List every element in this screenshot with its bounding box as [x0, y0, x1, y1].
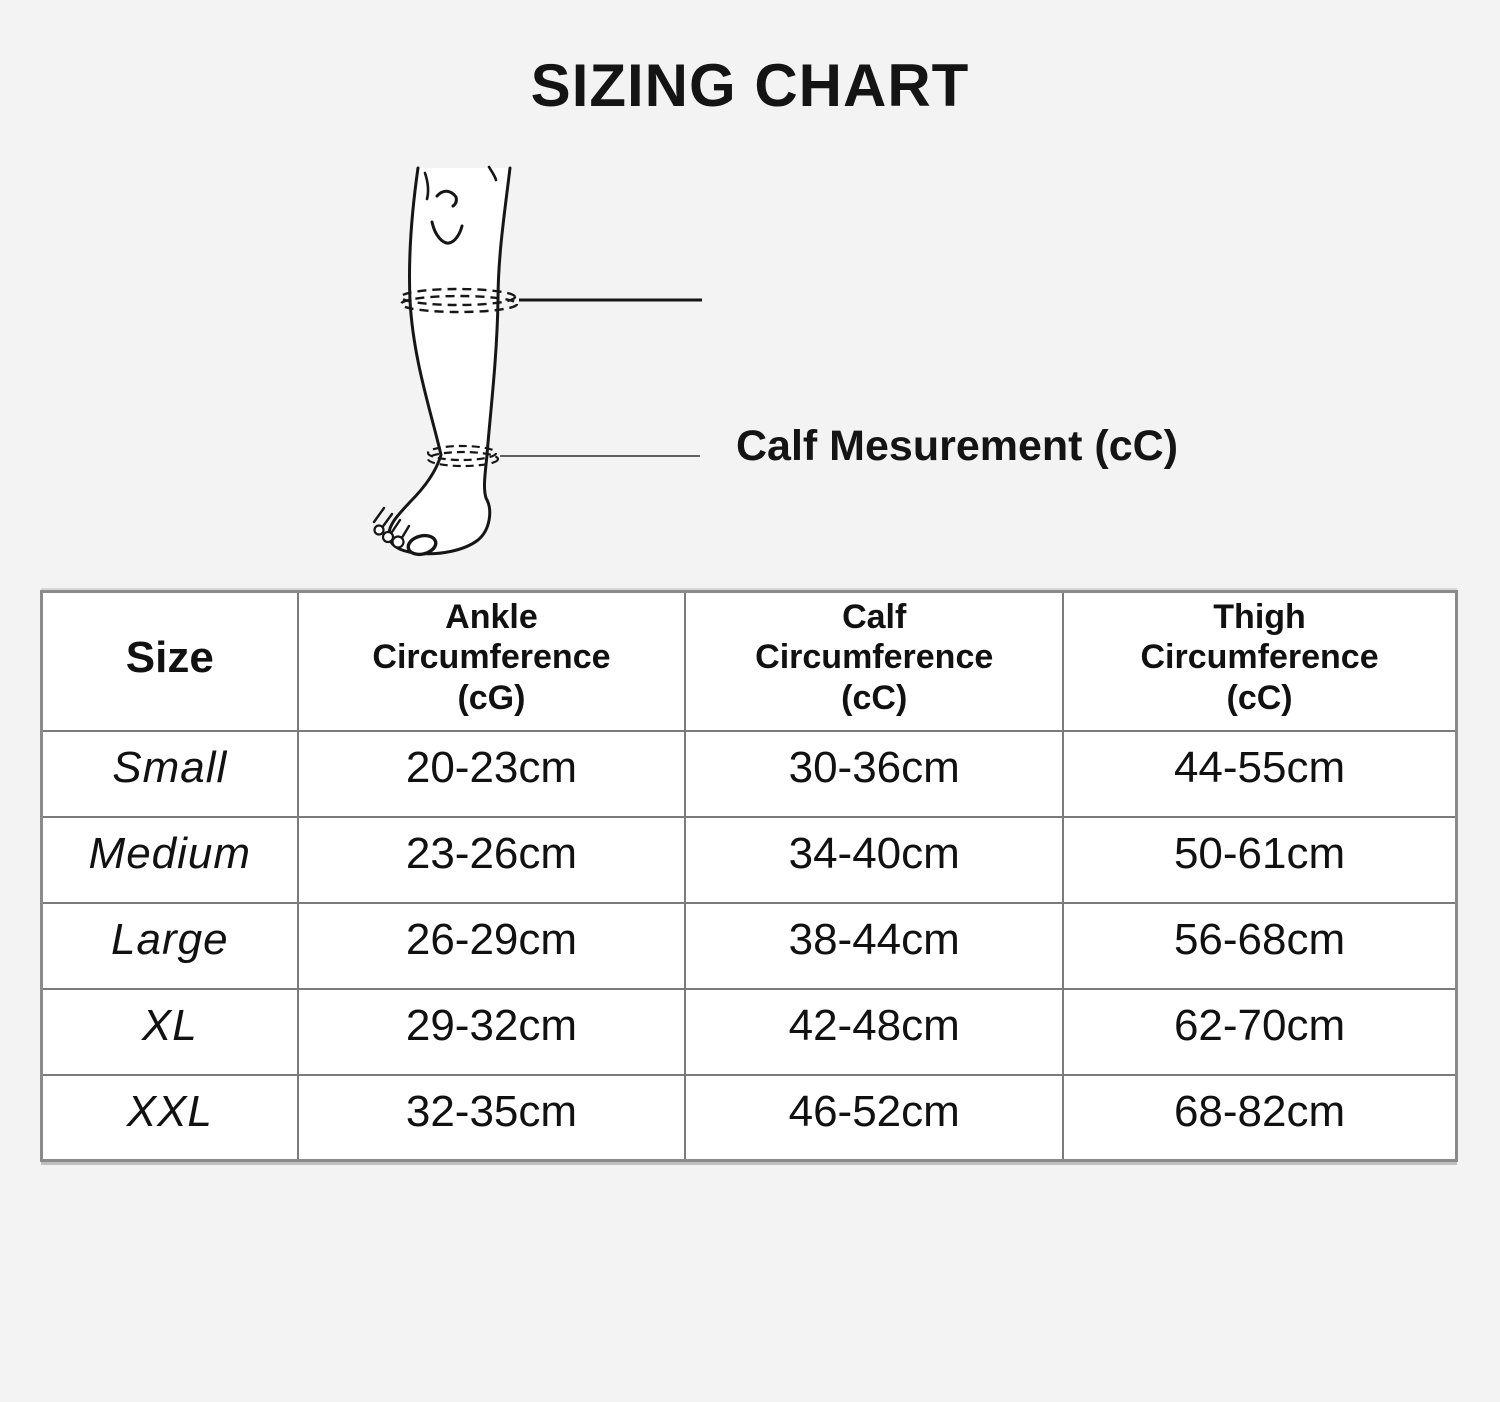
- calf-measurement-label: Calf Mesurement (cC): [736, 422, 1179, 470]
- cell-thigh: 68-82cm: [1062, 1073, 1458, 1162]
- sizing-table: Size Ankle Circumference (cG) Calf Circu…: [40, 590, 1458, 1162]
- table-row-xl: XL 29-32cm 42-48cm 62-70cm: [40, 987, 1458, 1076]
- table-row-large: Large 26-29cm 38-44cm 56-68cm: [40, 901, 1458, 990]
- cell-ankle: 29-32cm: [296, 987, 687, 1076]
- table-row-small: Small 20-23cm 30-36cm 44-55cm: [40, 729, 1458, 818]
- cell-thigh: 56-68cm: [1062, 901, 1458, 990]
- header-line: (cC): [1226, 679, 1293, 718]
- page-title: SIZING CHART: [530, 52, 970, 119]
- cell-ankle: 20-23cm: [296, 729, 687, 818]
- cell-size: XL: [40, 987, 299, 1076]
- table-header-row: Size Ankle Circumference (cG) Calf Circu…: [40, 590, 1458, 732]
- measurement-diagram: Calf Mesurement (cC) Ankle Mesurement (c…: [0, 150, 1500, 632]
- header-line: Calf: [842, 597, 907, 636]
- cell-size: Medium: [40, 815, 299, 904]
- cell-size: XXL: [40, 1073, 299, 1162]
- header-line: Ankle: [445, 597, 538, 636]
- leg-outline: [372, 165, 512, 557]
- calf-measure-line: [399, 287, 702, 314]
- header-calf-circumference: Calf Circumference (cC): [684, 590, 1065, 732]
- header-size-label: Size: [125, 632, 214, 682]
- cell-size: Small: [40, 729, 299, 818]
- header-ankle-circumference: Ankle Circumference (cG): [296, 590, 687, 732]
- cell-calf: 42-48cm: [684, 987, 1065, 1076]
- header-line: (cG): [457, 679, 526, 718]
- cell-ankle: 32-35cm: [296, 1073, 687, 1162]
- header-line: Thigh: [1213, 597, 1306, 636]
- table-row-xxl: XXL 32-35cm 46-52cm 68-82cm: [40, 1073, 1458, 1162]
- leg-diagram-icon: [372, 165, 702, 557]
- cell-thigh: 62-70cm: [1062, 987, 1458, 1076]
- header-line: Circumference: [755, 638, 994, 677]
- ankle-measure-line: [426, 444, 700, 468]
- cell-calf: 38-44cm: [684, 901, 1065, 990]
- header-size: Size: [40, 590, 299, 732]
- header-line: Circumference: [1140, 638, 1379, 677]
- header-thigh-circumference: Thigh Circumference (cC): [1062, 590, 1458, 732]
- header-line: (cC): [841, 679, 908, 718]
- cell-size: Large: [40, 901, 299, 990]
- cell-thigh: 44-55cm: [1062, 729, 1458, 818]
- header-line: Circumference: [372, 638, 611, 677]
- cell-ankle: 26-29cm: [296, 901, 687, 990]
- cell-calf: 34-40cm: [684, 815, 1065, 904]
- cell-calf: 30-36cm: [684, 729, 1065, 818]
- cell-calf: 46-52cm: [684, 1073, 1065, 1162]
- cell-ankle: 23-26cm: [296, 815, 687, 904]
- table-row-medium: Medium 23-26cm 34-40cm 50-61cm: [40, 815, 1458, 904]
- cell-thigh: 50-61cm: [1062, 815, 1458, 904]
